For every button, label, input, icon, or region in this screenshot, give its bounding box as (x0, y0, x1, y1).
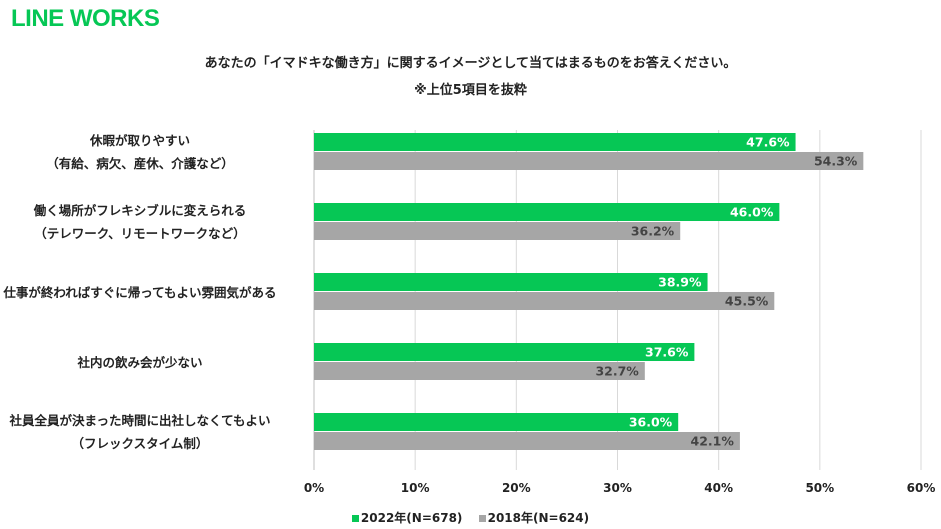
category-label-line: （テレワーク、リモートワークなど） (34, 226, 246, 241)
category-label-line: 休暇が取りやすい (89, 133, 190, 148)
legend: 2022年(N=678) 2018年(N=624) (0, 509, 941, 526)
category-label-line: （有給、病欠、産休、介護など） (46, 156, 234, 171)
bar-2018 (314, 222, 681, 240)
data-label: 38.9% (658, 275, 702, 290)
x-tick-label: 0% (304, 481, 324, 495)
category-label: 働く場所がフレキシブルに変えられる （テレワーク、リモートワークなど） (0, 199, 300, 245)
legend-swatch (478, 515, 486, 522)
bar-2022 (314, 133, 796, 151)
bar-2022 (314, 343, 695, 361)
bar-2022 (314, 273, 708, 291)
category-label: 休暇が取りやすい （有給、病欠、産休、介護など） (0, 129, 300, 175)
line-works-logo: LINE WORKS (11, 5, 160, 32)
x-tick-label: 10% (401, 481, 430, 495)
data-label: 36.2% (631, 224, 675, 239)
legend-swatch (351, 515, 359, 522)
data-label: 45.5% (725, 294, 769, 309)
data-label: 46.0% (730, 205, 774, 220)
bar-2018 (314, 292, 775, 310)
data-label: 42.1% (691, 434, 735, 449)
legend-item-2018: 2018年(N=624) (478, 511, 589, 525)
category-label-line: 働く場所がフレキシブルに変えられる (33, 203, 247, 218)
category-label-line: 社内の飲み会が少ない (77, 354, 203, 370)
data-label: 32.7% (595, 364, 639, 379)
category-label: 社内の飲み会が少ない (0, 351, 300, 374)
x-tick-label: 60% (907, 481, 936, 495)
data-label: 54.3% (814, 154, 858, 169)
x-tick-label: 30% (603, 481, 632, 495)
category-label-line: 社員全員が決まった時間に出社しなくてもよい (9, 413, 271, 428)
bar-2018 (314, 432, 740, 450)
x-tick-label: 50% (805, 481, 834, 495)
chart-subtitle: ※上位5項目を抜粋 (414, 83, 527, 98)
category-label: 社員全員が決まった時間に出社しなくてもよい （フレックスタイム制） (0, 409, 300, 455)
legend-item-2022: 2022年(N=678) (351, 511, 462, 525)
category-label: 仕事が終わればすぐに帰ってもよい雰囲気がある (0, 281, 300, 304)
category-label-line: （フレックスタイム制） (71, 436, 209, 451)
x-tick-label: 20% (502, 481, 531, 495)
data-label: 36.0% (629, 415, 673, 430)
bar-2018 (314, 152, 864, 170)
bar-2022 (314, 203, 780, 221)
bar-2018 (314, 362, 645, 380)
bar-2022 (314, 413, 679, 431)
data-label: 47.6% (746, 135, 790, 150)
chart-title: あなたの「イマドキな働き方」に関するイメージとして当てはまるものをお答えください… (204, 56, 737, 71)
x-tick-label: 40% (704, 481, 733, 495)
data-label: 37.6% (645, 345, 689, 360)
category-label-line: 仕事が終わればすぐに帰ってもよい雰囲気がある (3, 284, 277, 300)
